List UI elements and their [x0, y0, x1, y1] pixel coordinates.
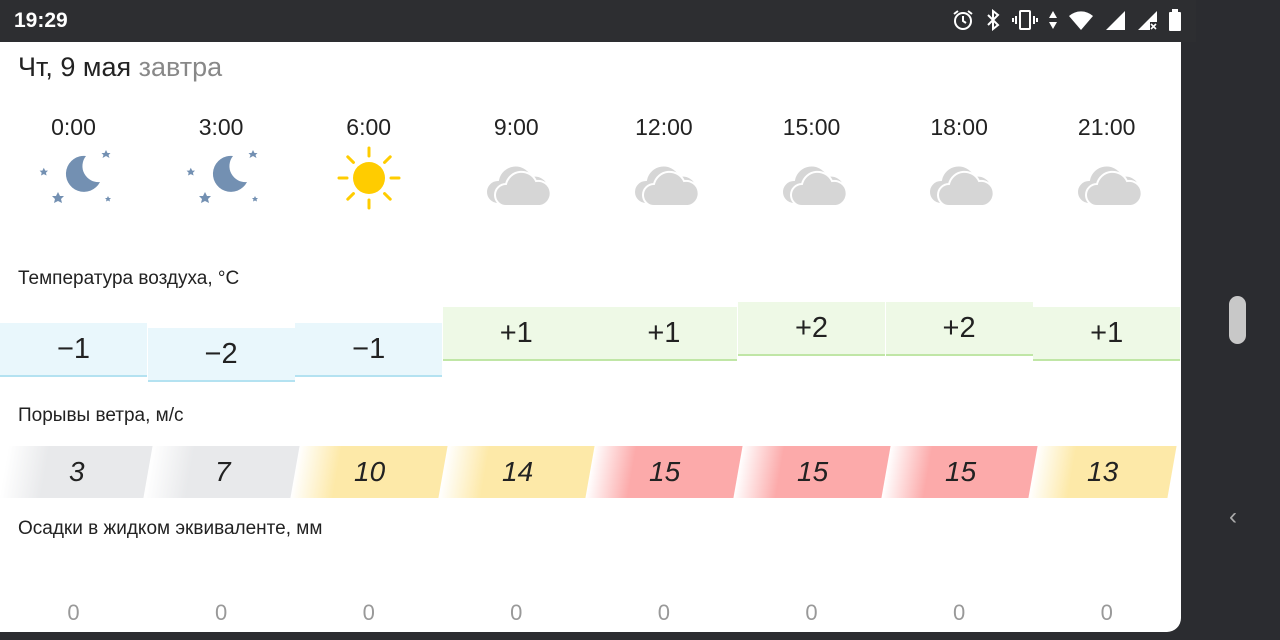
wind-gust-cell: 3	[0, 446, 155, 498]
hour-label: 0:00	[51, 114, 96, 140]
temperature-cell: +1	[590, 307, 738, 362]
relative-day: завтра	[138, 52, 223, 82]
signal-no-sim-icon	[1138, 11, 1157, 30]
clock: 19:29	[14, 9, 68, 32]
date-label: Чт, 9 мая	[18, 52, 132, 82]
forecast-card: Чт, 9 мая завтра 0:00 3:00 6:00 9:00 12:00 15…	[0, 42, 1181, 632]
weather-night-clear-icon	[0, 144, 147, 224]
temperature-cell: −1	[0, 323, 147, 377]
battery-icon	[1169, 9, 1181, 31]
wind-gust-value: 13	[1087, 456, 1119, 487]
wind-gust-cell: 10	[290, 446, 450, 498]
wind-gust-value: 10	[354, 456, 386, 487]
back-chevron-icon[interactable]: ‹	[1229, 503, 1237, 530]
wind-gust-value: 15	[944, 456, 976, 487]
bluetooth-icon	[987, 9, 1000, 31]
wind-gust-cell: 13	[1028, 446, 1177, 498]
scrollbar[interactable]	[1229, 296, 1246, 344]
weather-cloudy-icon	[443, 144, 590, 224]
weather-night-clear-icon	[148, 144, 295, 224]
wifi-icon	[1069, 11, 1093, 30]
wind-gust-value: 15	[649, 456, 681, 487]
hour-label: 9:00	[493, 114, 539, 140]
wind-gust-cell: 15	[585, 446, 745, 498]
hour-label: 21:00	[1077, 114, 1136, 140]
data-arrows-icon	[1049, 11, 1057, 29]
temperature-cell: +1	[1033, 307, 1181, 362]
precipitation-value: 0	[214, 600, 228, 625]
weather-cloudy-icon	[738, 144, 885, 224]
hour-label: 12:00	[635, 114, 693, 140]
page-title: Чт, 9 мая завтра	[18, 52, 222, 83]
hour-label: 18:00	[930, 114, 988, 140]
wind-gust-value: 14	[502, 456, 534, 487]
hour-label: 15:00	[782, 114, 841, 140]
wind-gust-cell: 14	[438, 446, 597, 498]
precipitation-value: 0	[362, 600, 375, 625]
weather-sunny-icon	[295, 144, 442, 224]
hour-label: 3:00	[198, 114, 244, 140]
precipitation-value: 0	[67, 600, 80, 625]
temperature-cell: +2	[885, 302, 1033, 357]
navigation-bar: ‹	[1196, 0, 1280, 640]
temperature-cell: −2	[147, 328, 295, 383]
wind-gust-cell: 7	[143, 446, 302, 498]
precipitation-value: 0	[805, 600, 818, 625]
weather-cloudy-icon	[590, 144, 737, 224]
temperature-label: Температура воздуха, °C	[18, 268, 240, 289]
precipitation-value: 0	[510, 600, 523, 625]
signal-icon	[1106, 11, 1125, 30]
hour-label: 6:00	[346, 114, 392, 140]
status-bar: 19:29	[0, 0, 1196, 42]
precipitation-value: 0	[657, 600, 671, 625]
temperature-cell: −1	[295, 323, 443, 377]
alarm-icon	[953, 10, 973, 30]
precipitation-value: 0	[1100, 600, 1113, 625]
wind-label: Порывы ветра, м/с	[18, 405, 184, 426]
temperature-cell: +1	[442, 307, 590, 362]
weather-cloudy-icon	[886, 144, 1033, 224]
temperature-cell: +2	[738, 302, 885, 357]
wind-gust-value: 15	[797, 456, 829, 487]
wind-gust-cell: 15	[881, 446, 1040, 498]
weather-cloudy-night-icon	[1033, 144, 1180, 224]
wind-gust-value: 7	[214, 456, 231, 487]
wind-gust-value: 3	[69, 456, 85, 487]
precipitation-label: Осадки в жидком эквиваленте, мм	[18, 518, 323, 539]
vibrate-icon	[1012, 10, 1038, 30]
wind-gust-cell: 15	[733, 446, 893, 498]
precipitation-value: 0	[952, 600, 966, 625]
